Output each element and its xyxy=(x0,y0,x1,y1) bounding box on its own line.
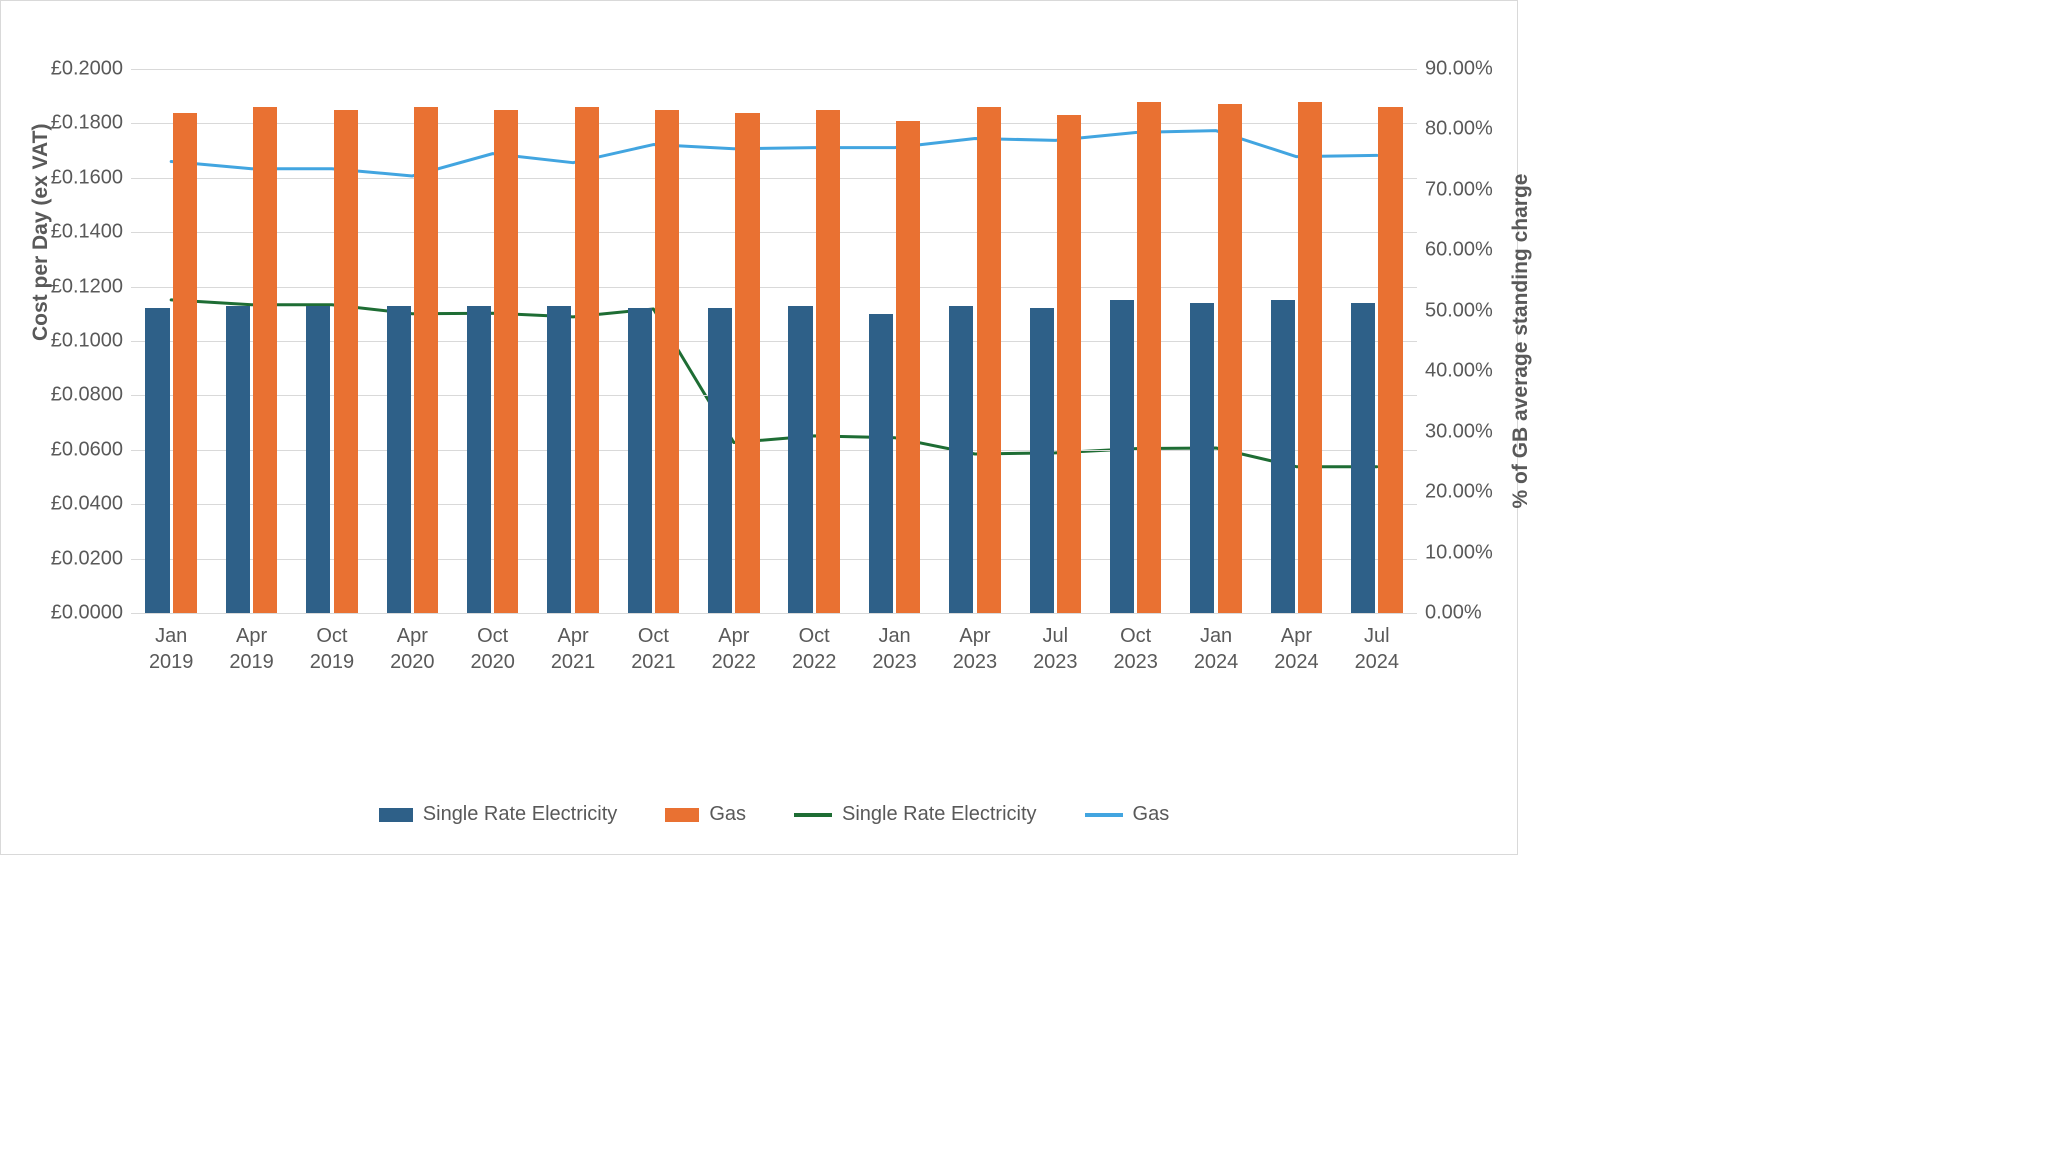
y-tick-left: £0.1400 xyxy=(51,221,123,244)
x-tick-label: Oct2023 xyxy=(1113,623,1158,675)
bar-electricity xyxy=(306,306,330,613)
bar-gas xyxy=(575,107,599,613)
bar-electricity xyxy=(1351,303,1375,613)
y-tick-right: 10.00% xyxy=(1425,541,1493,564)
bar-gas xyxy=(1378,107,1402,613)
x-tick-label: Apr2021 xyxy=(551,623,596,675)
x-tick-label: Apr2023 xyxy=(953,623,998,675)
bar-gas xyxy=(977,107,1001,613)
x-tick-label: Apr2020 xyxy=(390,623,435,675)
bar-electricity xyxy=(1271,300,1295,613)
bar-electricity xyxy=(226,306,250,613)
y-tick-right: 80.00% xyxy=(1425,118,1493,141)
legend-label: Gas xyxy=(1133,803,1170,826)
y-tick-left: £0.2000 xyxy=(51,58,123,81)
y-tick-right: 30.00% xyxy=(1425,420,1493,443)
bar-gas xyxy=(655,110,679,613)
y-axis-right-title: % of GB average standing charge xyxy=(1509,174,1533,509)
bar-electricity xyxy=(145,308,169,613)
bar-gas xyxy=(1218,104,1242,613)
y-tick-left: £0.0400 xyxy=(51,493,123,516)
legend-item-line-gas: Gas xyxy=(1085,803,1170,826)
bar-gas xyxy=(414,107,438,613)
legend-label: Single Rate Electricity xyxy=(842,803,1037,826)
x-tick-label: Apr2019 xyxy=(229,623,274,675)
y-tick-right: 20.00% xyxy=(1425,481,1493,504)
bar-electricity xyxy=(387,306,411,613)
x-tick-label: Oct2019 xyxy=(310,623,355,675)
y-tick-left: £0.0200 xyxy=(51,547,123,570)
bar-electricity xyxy=(1030,308,1054,613)
x-axis-labels: Jan2019 Apr2019 Oct2019 Apr2020 Oct2020 Apr20… xyxy=(131,623,1417,693)
x-tick-label: Apr2022 xyxy=(712,623,757,675)
energy-cost-chart: Cost per Day (ex VAT) % of GB average st… xyxy=(0,0,1518,855)
legend-item-bar-gas: Gas xyxy=(665,803,746,826)
y-tick-right: 90.00% xyxy=(1425,58,1493,81)
bar-electricity xyxy=(1110,300,1134,613)
y-axis-left-title: Cost per Day (ex VAT) xyxy=(29,124,53,341)
plot-area: £0.0000£0.0200£0.0400£0.0600£0.0800£0.10… xyxy=(131,69,1417,613)
x-tick-label: Apr2024 xyxy=(1274,623,1319,675)
legend-swatch-gas xyxy=(665,808,699,822)
bar-electricity xyxy=(708,308,732,613)
bar-gas xyxy=(1057,115,1081,613)
bar-electricity xyxy=(949,306,973,613)
y-tick-left: £0.0000 xyxy=(51,602,123,625)
bar-electricity xyxy=(628,308,652,613)
bar-gas xyxy=(253,107,277,613)
y-tick-right: 60.00% xyxy=(1425,239,1493,262)
x-tick-label: Jul2024 xyxy=(1355,623,1400,675)
y-tick-left: £0.0800 xyxy=(51,384,123,407)
x-tick-label: Oct2022 xyxy=(792,623,837,675)
legend-label: Single Rate Electricity xyxy=(423,803,618,826)
legend-line-gas xyxy=(1085,813,1123,817)
bar-gas xyxy=(494,110,518,613)
bar-electricity xyxy=(467,306,491,613)
y-tick-left: £0.1000 xyxy=(51,330,123,353)
y-tick-right: 50.00% xyxy=(1425,299,1493,322)
x-tick-label: Jan2023 xyxy=(872,623,917,675)
y-tick-right: 40.00% xyxy=(1425,360,1493,383)
x-tick-label: Oct2021 xyxy=(631,623,676,675)
bar-gas xyxy=(334,110,358,613)
x-tick-label: Jan2024 xyxy=(1194,623,1239,675)
bar-gas xyxy=(735,113,759,613)
y-tick-left: £0.1800 xyxy=(51,112,123,135)
y-tick-left: £0.1600 xyxy=(51,166,123,189)
bar-electricity xyxy=(788,306,812,613)
y-tick-left: £0.1200 xyxy=(51,275,123,298)
y-tick-left: £0.0600 xyxy=(51,438,123,461)
gridline xyxy=(131,613,1417,614)
bar-gas xyxy=(896,121,920,613)
bar-electricity xyxy=(869,314,893,613)
legend-item-line-electricity: Single Rate Electricity xyxy=(794,803,1037,826)
bar-gas xyxy=(1137,102,1161,613)
legend-line-electricity xyxy=(794,813,832,817)
legend: Single Rate Electricity Gas Single Rate … xyxy=(131,803,1417,826)
x-tick-label: Oct2020 xyxy=(470,623,515,675)
bar-electricity xyxy=(547,306,571,613)
x-tick-label: Jul2023 xyxy=(1033,623,1078,675)
bar-electricity xyxy=(1190,303,1214,613)
x-tick-label: Jan2019 xyxy=(149,623,194,675)
bar-gas xyxy=(816,110,840,613)
legend-swatch-electricity xyxy=(379,808,413,822)
legend-label: Gas xyxy=(709,803,746,826)
bar-gas xyxy=(1298,102,1322,613)
bar-gas xyxy=(173,113,197,613)
gridline xyxy=(131,69,1417,70)
legend-item-bar-electricity: Single Rate Electricity xyxy=(379,803,618,826)
y-tick-right: 70.00% xyxy=(1425,178,1493,201)
y-tick-right: 0.00% xyxy=(1425,602,1482,625)
